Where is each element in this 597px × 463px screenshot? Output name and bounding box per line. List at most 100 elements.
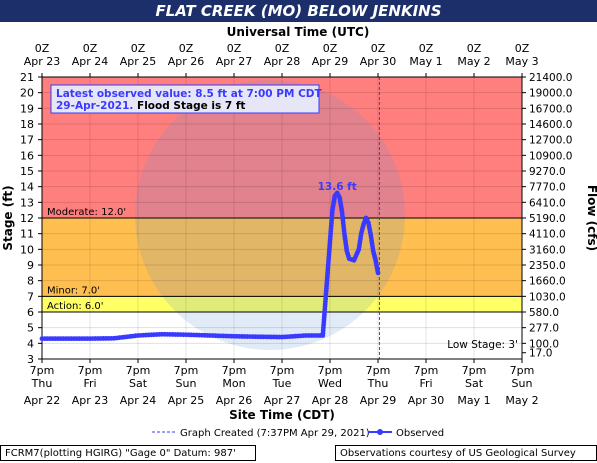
- top-tick-time: 0Z: [323, 42, 338, 55]
- top-tick-date: Apr 25: [120, 55, 157, 68]
- bottom-tick-time: 7pm: [510, 364, 535, 377]
- stage-band: [42, 218, 522, 297]
- top-tick-time: 0Z: [83, 42, 98, 55]
- stage-band: [42, 296, 522, 312]
- info-box: [50, 84, 320, 114]
- top-tick-date: Apr 29: [312, 55, 349, 68]
- top-tick-time: 0Z: [179, 42, 194, 55]
- left-tick-label: 4: [27, 337, 34, 350]
- left-tick-label: 11: [20, 228, 34, 241]
- bottom-tick-time: 7pm: [462, 364, 487, 377]
- threshold-label: Minor: 7.0': [47, 285, 100, 296]
- right-tick-label: 1030.0: [529, 291, 566, 303]
- right-tick-label: 17.0: [529, 348, 552, 360]
- left-tick-label: 13: [20, 196, 34, 209]
- left-tick-label: 17: [20, 134, 34, 147]
- right-tick-label: 1660.0: [529, 276, 566, 288]
- right-tick-label: 14600.0: [529, 119, 572, 131]
- top-tick-time: 0Z: [131, 42, 146, 55]
- low-stage-label: Low Stage: 3': [447, 339, 518, 351]
- top-tick-time: 0Z: [275, 42, 290, 55]
- right-tick-label: 7770.0: [529, 182, 566, 194]
- top-tick-time: 0Z: [515, 42, 530, 55]
- bottom-tick-time: 7pm: [318, 364, 343, 377]
- bottom-tick-time: 7pm: [366, 364, 391, 377]
- bottom-tick-date: Apr 27: [264, 394, 301, 407]
- bottom-tick-date: Apr 22: [24, 394, 61, 407]
- bottom-tick-time: 7pm: [270, 364, 295, 377]
- left-tick-label: 8: [27, 275, 34, 288]
- x-axis-title: Site Time (CDT): [229, 408, 335, 422]
- top-tick-date: Apr 26: [168, 55, 205, 68]
- legend-observed-label: Observed: [396, 428, 444, 439]
- bottom-tick-day: Fri: [83, 377, 96, 390]
- bottom-tick-date: Apr 25: [168, 394, 205, 407]
- bottom-tick-time: 7pm: [222, 364, 247, 377]
- info-latest-value: Latest observed value: 8.5 ft at 7:00 PM…: [56, 88, 322, 100]
- right-tick-label: 19000.0: [529, 88, 572, 100]
- right-tick-label: 16700.0: [529, 103, 572, 115]
- right-tick-label: 6410.0: [529, 197, 566, 209]
- bottom-tick-day: Sun: [512, 377, 533, 390]
- peak-label: 13.6 ft: [318, 181, 357, 193]
- right-tick-label: 10900.0: [529, 150, 572, 162]
- left-tick-label: 6: [27, 306, 34, 319]
- left-tick-label: 7: [27, 290, 34, 303]
- left-tick-label: 21: [20, 71, 34, 84]
- left-tick-label: 9: [27, 259, 34, 272]
- bottom-tick-time: 7pm: [30, 364, 55, 377]
- bottom-tick-time: 7pm: [126, 364, 151, 377]
- bottom-tick-date: Apr 24: [120, 394, 157, 407]
- left-tick-label: 19: [20, 102, 34, 115]
- y-axis-title-left: Stage (ft): [1, 185, 15, 250]
- right-tick-label: 21400.0: [529, 72, 572, 84]
- bottom-tick-date: Apr 30: [408, 394, 445, 407]
- observed-point: [375, 270, 381, 276]
- left-tick-label: 14: [20, 181, 34, 194]
- left-tick-label: 20: [20, 87, 34, 100]
- left-tick-label: 16: [20, 149, 34, 162]
- right-tick-label: 580.0: [529, 307, 559, 319]
- bottom-tick-date: Apr 29: [360, 394, 397, 407]
- top-tick-time: 0Z: [467, 42, 482, 55]
- left-tick-label: 12: [20, 212, 34, 225]
- bottom-tick-date: Apr 23: [72, 394, 109, 407]
- left-tick-label: 5: [27, 322, 34, 335]
- left-tick-label: 15: [20, 165, 34, 178]
- chart-title: FLAT CREEK (MO) BELOW JENKINS: [0, 0, 597, 22]
- bottom-tick-time: 7pm: [414, 364, 439, 377]
- top-tick-date: May 2: [457, 55, 490, 68]
- top-tick-time: 0Z: [371, 42, 386, 55]
- bottom-tick-day: Tue: [272, 377, 292, 390]
- left-tick-label: 3: [27, 353, 34, 366]
- top-tick-date: Apr 28: [264, 55, 301, 68]
- right-tick-label: 277.0: [529, 323, 559, 335]
- top-tick-date: Apr 30: [360, 55, 397, 68]
- top-axis-title: Universal Time (UTC): [227, 25, 370, 39]
- threshold-label: Action: 6.0': [47, 301, 104, 312]
- right-tick-label: 12700.0: [529, 135, 572, 147]
- bottom-tick-time: 7pm: [174, 364, 199, 377]
- y-axis-title-right: Flow (cfs): [585, 185, 597, 251]
- footer-datum: FCRM7(plotting HGIRG) "Gage 0" Datum: 98…: [0, 445, 256, 461]
- bottom-tick-day: Thu: [367, 377, 389, 390]
- top-tick-date: Apr 24: [72, 55, 109, 68]
- right-tick-label: 4110.0: [529, 229, 566, 241]
- right-tick-label: 100.0: [529, 338, 559, 350]
- top-tick-date: Apr 27: [216, 55, 253, 68]
- bottom-tick-date: May 2: [505, 394, 538, 407]
- bottom-tick-date: Apr 26: [216, 394, 253, 407]
- bottom-tick-day: Wed: [318, 377, 342, 390]
- top-tick-time: 0Z: [419, 42, 434, 55]
- bottom-tick-time: 7pm: [78, 364, 103, 377]
- top-tick-time: 0Z: [35, 42, 50, 55]
- right-tick-label: 5190.0: [529, 213, 566, 225]
- left-tick-label: 10: [20, 243, 34, 256]
- left-tick-label: 18: [20, 118, 34, 131]
- right-tick-label: 9270.0: [529, 166, 566, 178]
- top-tick-date: May 1: [409, 55, 442, 68]
- bottom-tick-day: Sat: [465, 377, 484, 390]
- noaa-watermark: [135, 80, 405, 350]
- threshold-label: Moderate: 12.0': [47, 207, 126, 218]
